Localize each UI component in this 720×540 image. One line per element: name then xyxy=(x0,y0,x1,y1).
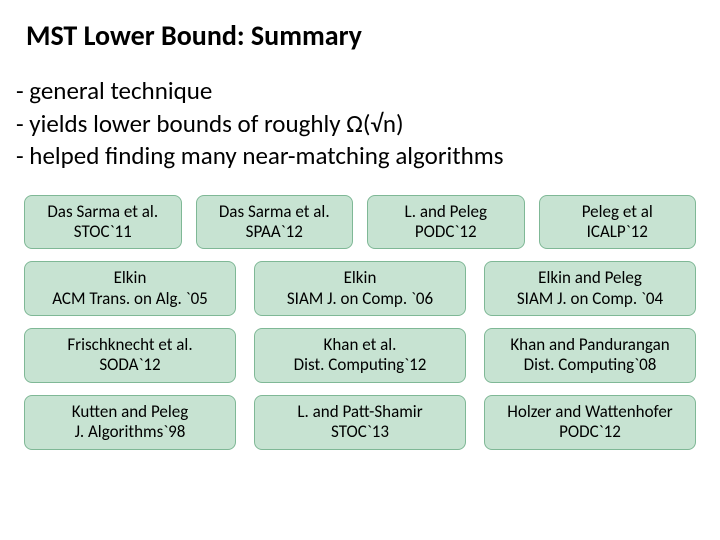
card-venue: PODC`12 xyxy=(376,222,516,242)
card-venue: PODC`12 xyxy=(493,422,687,442)
reference-card: Peleg et al ICALP`12 xyxy=(539,195,697,250)
slide-title: MST Lower Bound: Summary xyxy=(26,18,706,53)
card-venue: Dist. Computing`08 xyxy=(493,355,687,375)
card-author: Holzer and Wattenhofer xyxy=(493,402,687,422)
card-row: Elkin ACM Trans. on Alg. `05 Elkin SIAM … xyxy=(14,261,706,316)
card-author: Elkin and Peleg xyxy=(493,268,687,288)
reference-card: Frischknecht et al. SODA`12 xyxy=(24,328,236,383)
card-author: Das Sarma et al. xyxy=(205,202,345,222)
card-author: Elkin xyxy=(33,268,227,288)
card-venue: SODA`12 xyxy=(33,355,227,375)
card-author: Frischknecht et al. xyxy=(33,335,227,355)
reference-card: Elkin and Peleg SIAM J. on Comp. `04 xyxy=(484,261,696,316)
card-author: Das Sarma et al. xyxy=(33,202,173,222)
bullet-list: - general technique - yields lower bound… xyxy=(16,75,706,173)
reference-card: Das Sarma et al. SPAA`12 xyxy=(196,195,354,250)
reference-card: Elkin SIAM J. on Comp. `06 xyxy=(254,261,466,316)
reference-card: Khan and Pandurangan Dist. Computing`08 xyxy=(484,328,696,383)
bullet-item: - general technique xyxy=(16,75,706,108)
card-author: Elkin xyxy=(263,268,457,288)
card-row: Kutten and Peleg J. Algorithms`98 L. and… xyxy=(14,395,706,450)
card-row: Das Sarma et al. STOC`11 Das Sarma et al… xyxy=(14,195,706,250)
slide: MST Lower Bound: Summary - general techn… xyxy=(0,0,720,540)
card-author: L. and Patt-Shamir xyxy=(263,402,457,422)
card-venue: SIAM J. on Comp. `06 xyxy=(263,289,457,309)
card-venue: ICALP`12 xyxy=(548,222,688,242)
card-author: L. and Peleg xyxy=(376,202,516,222)
card-venue: J. Algorithms`98 xyxy=(33,422,227,442)
reference-card: Holzer and Wattenhofer PODC`12 xyxy=(484,395,696,450)
card-venue: STOC`13 xyxy=(263,422,457,442)
bullet-item: - yields lower bounds of roughly Ω(√n) xyxy=(16,108,706,141)
reference-card: L. and Patt-Shamir STOC`13 xyxy=(254,395,466,450)
card-author: Khan et al. xyxy=(263,335,457,355)
bullet-item: - helped finding many near-matching algo… xyxy=(16,140,706,173)
card-venue: SIAM J. on Comp. `04 xyxy=(493,289,687,309)
reference-card: Das Sarma et al. STOC`11 xyxy=(24,195,182,250)
card-venue: ACM Trans. on Alg. `05 xyxy=(33,289,227,309)
reference-card: L. and Peleg PODC`12 xyxy=(367,195,525,250)
card-venue: STOC`11 xyxy=(33,222,173,242)
reference-card: Elkin ACM Trans. on Alg. `05 xyxy=(24,261,236,316)
reference-card: Kutten and Peleg J. Algorithms`98 xyxy=(24,395,236,450)
card-venue: Dist. Computing`12 xyxy=(263,355,457,375)
card-author: Khan and Pandurangan xyxy=(493,335,687,355)
card-row: Frischknecht et al. SODA`12 Khan et al. … xyxy=(14,328,706,383)
card-author: Peleg et al xyxy=(548,202,688,222)
reference-card: Khan et al. Dist. Computing`12 xyxy=(254,328,466,383)
card-venue: SPAA`12 xyxy=(205,222,345,242)
card-author: Kutten and Peleg xyxy=(33,402,227,422)
